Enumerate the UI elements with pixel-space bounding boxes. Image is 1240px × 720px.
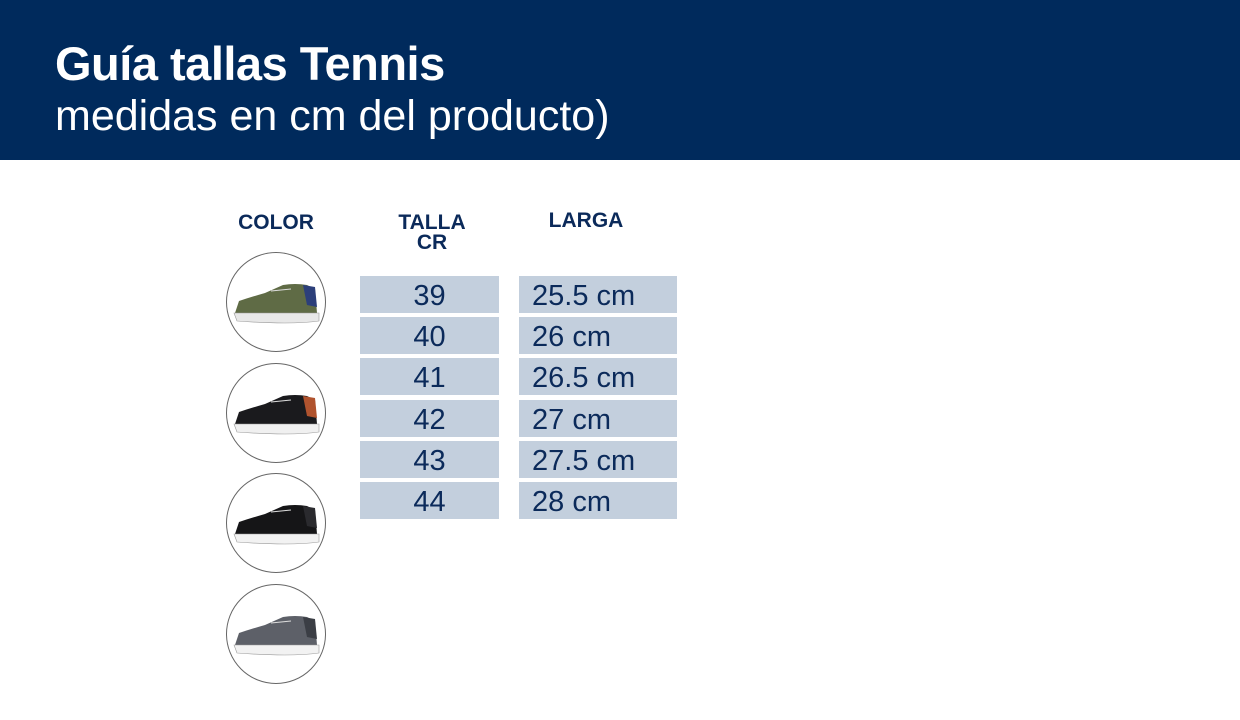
column-header-larga: LARGA (548, 209, 624, 232)
length-cell: 26 cm (519, 317, 677, 354)
length-cell: 25.5 cm (519, 276, 677, 313)
shoe-image-black-shoe-2 (226, 473, 326, 573)
shoe-icon (233, 395, 320, 435)
shoe-image-gray-shoe (226, 584, 326, 684)
size-cell: 40 (360, 317, 499, 354)
size-cell: 42 (360, 400, 499, 437)
size-cell: 43 (360, 441, 499, 478)
column-header-color: COLOR (238, 211, 314, 234)
length-cell: 27 cm (519, 400, 677, 437)
size-cell: 39 (360, 276, 499, 313)
page-title: Guía tallas Tennis (55, 37, 445, 90)
shoe-image-olive-shoe (226, 252, 326, 352)
shoe-icon (233, 284, 320, 324)
length-cell: 28 cm (519, 482, 677, 519)
header-banner: Guía tallas Tennis medidas en cm del pro… (0, 0, 1240, 160)
shoe-icon (233, 616, 320, 656)
length-cell: 27.5 cm (519, 441, 677, 478)
shoe-icon (233, 505, 320, 545)
page-subtitle: medidas en cm del producto) (55, 92, 610, 140)
length-cell: 26.5 cm (519, 358, 677, 395)
shoe-image-black-shoe (226, 363, 326, 463)
column-header-talla: TALLA CR (398, 211, 466, 254)
size-cell: 41 (360, 358, 499, 395)
size-cell: 44 (360, 482, 499, 519)
